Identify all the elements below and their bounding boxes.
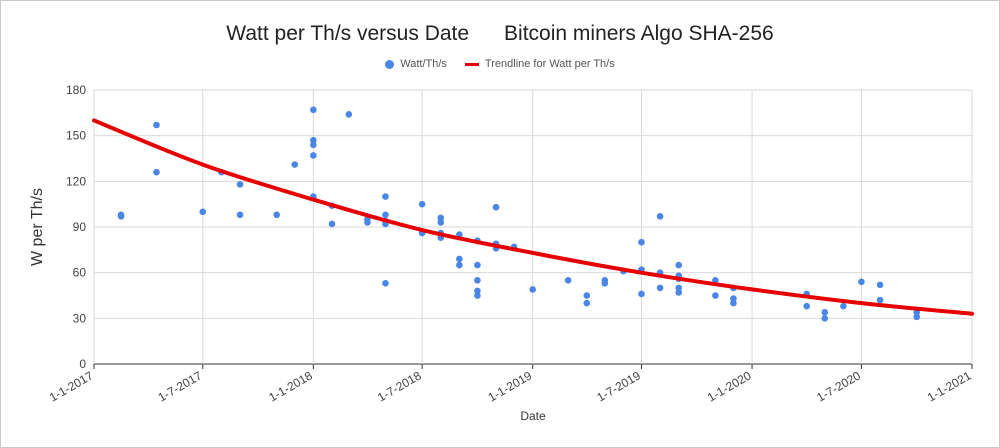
data-point — [474, 287, 481, 295]
y-axis-label: W per Th/s — [29, 188, 46, 266]
y-tick-label: 120 — [66, 174, 86, 188]
data-point — [199, 208, 207, 216]
data-point — [656, 284, 664, 292]
legend-label-trendline: Trendline for Watt per Th/s — [484, 58, 615, 70]
y-tick-label: 30 — [73, 311, 87, 325]
data-point — [712, 276, 719, 284]
y-tick-label: 180 — [66, 83, 86, 97]
legend-label-scatter: Watt/Th/s — [400, 58, 447, 70]
data-point — [638, 238, 645, 246]
data-point — [913, 313, 921, 321]
data-point — [382, 211, 389, 219]
data-point — [876, 296, 884, 304]
data-point — [583, 292, 591, 299]
data-point — [474, 276, 481, 284]
y-tick-label: 0 — [79, 357, 86, 371]
x-tick-label: 1-7-2017 — [156, 368, 205, 404]
data-point — [803, 302, 811, 310]
data-point — [712, 292, 719, 299]
legend-item-trendline[interactable]: Trendline for Watt per Th/s — [464, 58, 615, 70]
trendline — [92, 118, 974, 316]
data-point — [638, 290, 645, 298]
y-tick-label: 150 — [66, 129, 86, 143]
data-point — [382, 280, 389, 287]
x-tick-label: 1-1-2021 — [925, 368, 974, 404]
data-point — [310, 106, 317, 114]
data-point — [840, 302, 847, 310]
x-tick-label: 1-1-2018 — [266, 368, 315, 404]
data-point — [456, 255, 463, 263]
data-point — [730, 295, 737, 302]
chart-title: Watt per Th/s versus Date Bitcoin miners… — [226, 22, 774, 45]
data-point — [310, 152, 317, 159]
data-point — [675, 284, 683, 292]
data-point — [153, 121, 160, 129]
data-point — [675, 261, 683, 269]
data-point — [821, 308, 829, 316]
x-tick-label: 1-7-2018 — [375, 368, 424, 404]
data-point — [564, 276, 572, 284]
data-point — [382, 193, 389, 200]
x-tick-label: 1-7-2019 — [594, 368, 643, 404]
data-point — [310, 136, 317, 144]
data-point — [675, 289, 683, 296]
data-point — [492, 203, 500, 211]
data-point — [153, 168, 160, 176]
data-point — [474, 292, 481, 299]
data-point — [583, 299, 591, 307]
y-tick-label: 60 — [73, 266, 87, 280]
data-point — [236, 181, 244, 188]
data-point — [456, 261, 463, 269]
data-point — [529, 286, 536, 293]
data-point — [821, 315, 829, 322]
data-point — [310, 141, 317, 149]
data-point — [273, 211, 280, 219]
data-point — [437, 219, 445, 226]
data-point — [474, 261, 481, 269]
data-point — [418, 200, 426, 208]
legend: Watt/Th/s Trendline for Watt per Th/s — [0, 58, 1000, 70]
data-point — [730, 299, 737, 307]
data-point — [656, 213, 664, 220]
data-point — [858, 278, 865, 286]
data-point — [601, 280, 609, 287]
y-tick-label: 90 — [73, 220, 87, 234]
data-point — [437, 214, 445, 222]
legend-dot-icon — [385, 59, 395, 69]
x-tick-label: 1-1-2017 — [47, 368, 96, 404]
x-tick-label: 1-7-2020 — [814, 368, 863, 404]
data-point — [345, 111, 353, 118]
data-point — [291, 161, 299, 168]
legend-line-icon — [464, 62, 479, 66]
data-point — [117, 213, 125, 220]
data-point — [328, 220, 336, 228]
x-tick-label: 1-1-2019 — [486, 368, 535, 404]
legend-item-scatter[interactable]: Watt/Th/s — [385, 58, 447, 70]
data-point — [876, 281, 884, 289]
data-point — [364, 219, 371, 226]
data-point — [236, 211, 244, 219]
x-tick-label: 1-1-2020 — [705, 368, 754, 404]
x-axis-label: Date — [520, 409, 546, 423]
